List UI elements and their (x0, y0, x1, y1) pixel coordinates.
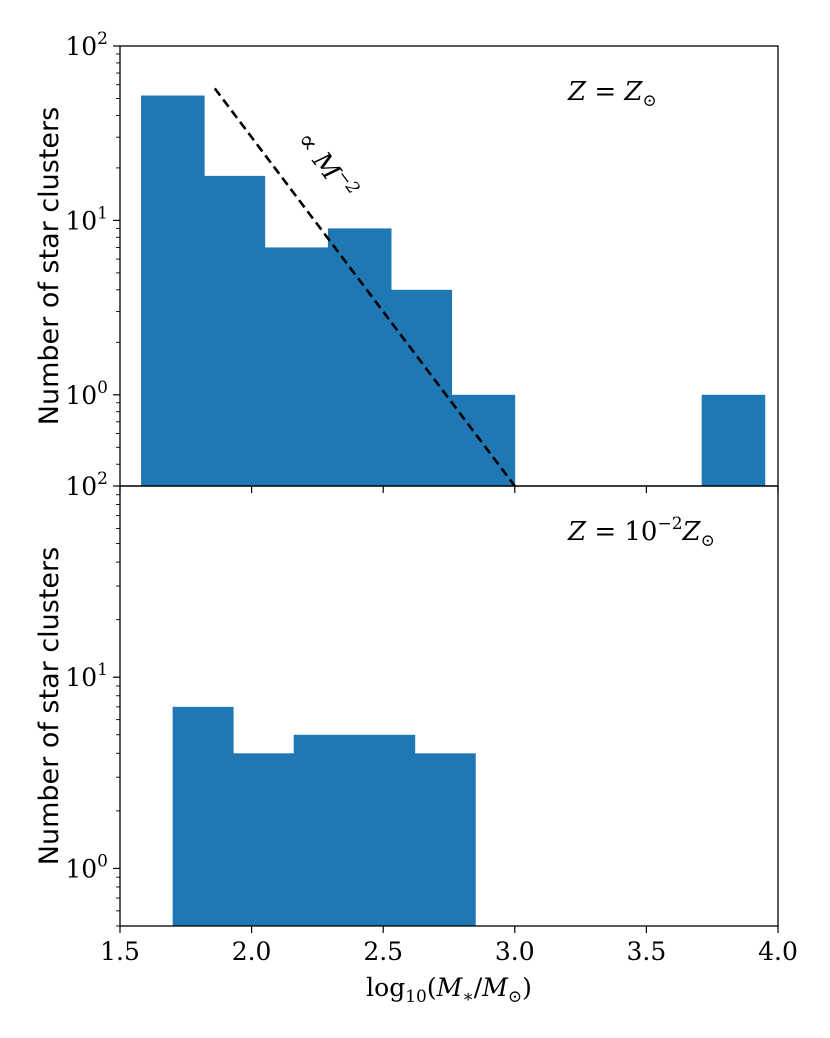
histogram-bar (414, 753, 476, 926)
metallicity-annotation: Z = Z⊙ (567, 77, 657, 111)
xtick-label: 4.0 (758, 937, 798, 966)
xtick-label: 3.0 (495, 937, 535, 966)
xtick-label: 2.0 (232, 937, 272, 966)
histogram-bar (701, 394, 766, 486)
bottom-panel: Z = 10−2Z⊙ 100 101 102 1.5 2.0 2.5 3.0 3.5 4.0 (65, 469, 798, 966)
ytick-label: 102 (65, 469, 108, 501)
axes-frame (119, 485, 779, 927)
xtick-label: 2.5 (363, 937, 403, 966)
ytick-label: 100 (65, 851, 108, 883)
x-axis-label: log10(M∗/M⊙) (366, 973, 532, 1007)
histogram-bar (391, 289, 453, 486)
histogram-bar (264, 247, 329, 486)
histogram-bar (354, 734, 416, 926)
histogram-bar (141, 95, 205, 486)
top-panel: ∝ M−2 Z = Z⊙ 100 101 102 (65, 29, 779, 493)
histogram-bar (204, 175, 266, 486)
ytick-label: 102 (65, 29, 108, 61)
ytick-label: 101 (65, 660, 108, 692)
histogram-bar (327, 228, 392, 487)
ytick-label: 100 (65, 378, 108, 410)
metallicity-annotation: Z = 10−2Z⊙ (567, 514, 715, 551)
xtick-label: 3.5 (627, 937, 667, 966)
histogram-bar (233, 753, 295, 926)
top-ylabel: Number of star clusters (34, 107, 65, 425)
histogram-bar (172, 706, 234, 926)
bottom-ylabel: Number of star clusters (34, 547, 65, 865)
powerlaw-label: ∝ M−2 (290, 124, 363, 206)
xtick-label: 1.5 (100, 937, 140, 966)
ytick-label: 101 (65, 203, 108, 235)
histogram-bar (293, 734, 355, 926)
